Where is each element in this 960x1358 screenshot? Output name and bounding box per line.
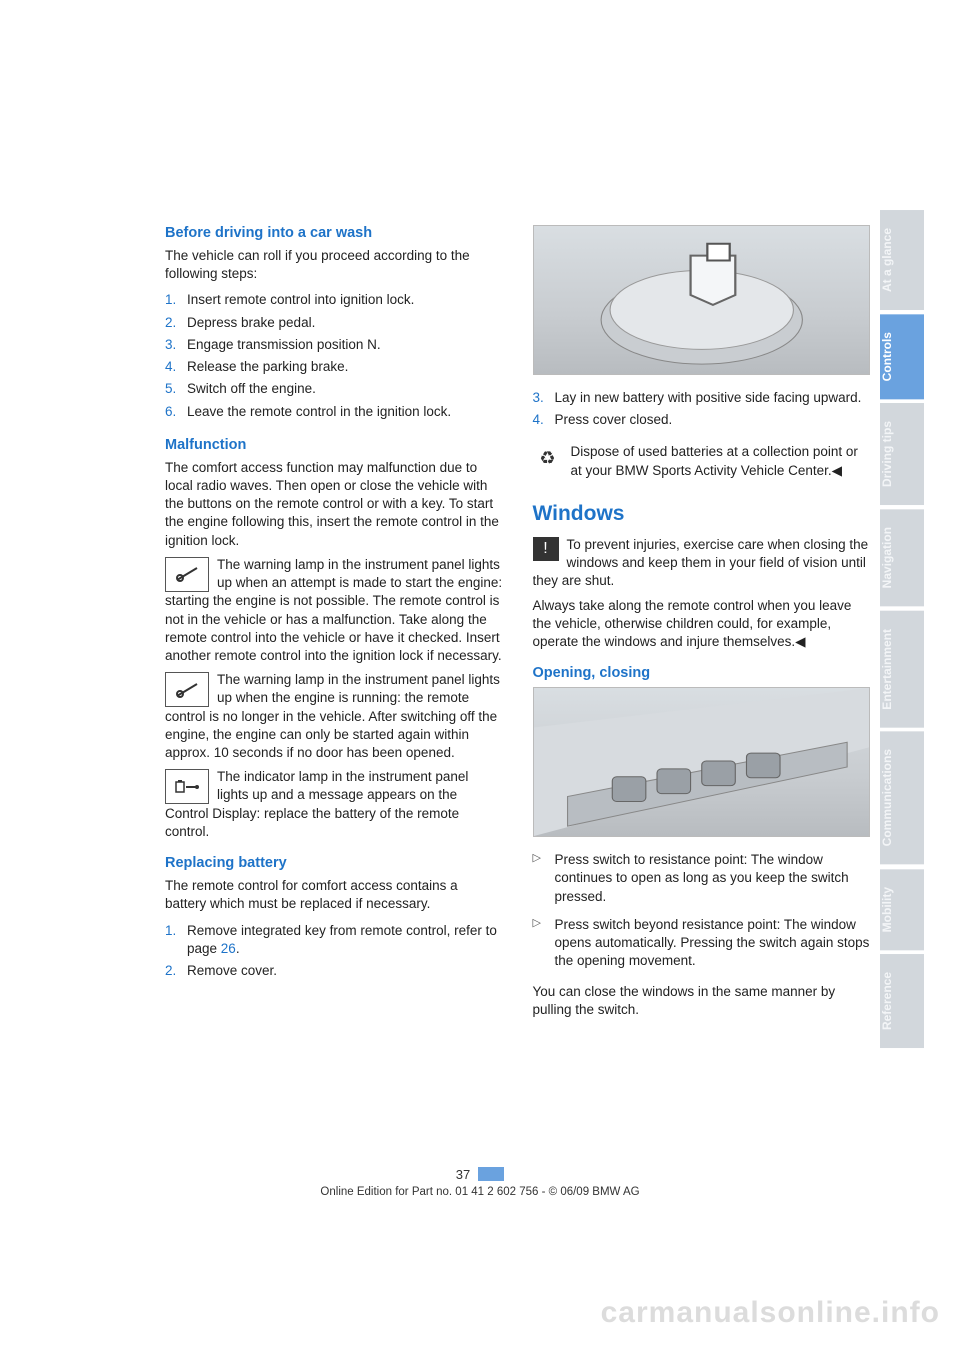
battery-key-icon xyxy=(165,769,209,804)
recycle-note: ♻ Dispose of used batteries at a collect… xyxy=(533,443,871,479)
list-item: 3. Lay in new battery with positive side … xyxy=(533,387,871,409)
window-operation-list: Press switch to resistance point: The wi… xyxy=(533,849,871,972)
malfunction-intro: The comfort access function may malfunct… xyxy=(165,459,503,550)
battery-steps: 1. Remove integrated key from remote cont… xyxy=(165,920,503,983)
step-text: Depress brake pedal. xyxy=(187,315,315,330)
caution-text-2: Always take along the remote control whe… xyxy=(533,597,871,652)
heading-replacing-battery: Replacing battery xyxy=(165,855,503,871)
left-column: Before driving into a car wash The vehic… xyxy=(165,225,503,1025)
list-item: 1. Remove integrated key from remote cont… xyxy=(165,920,503,960)
step-number: 1. xyxy=(165,291,176,309)
key-warning-icon xyxy=(165,672,209,707)
recycle-text: Dispose of used batteries at a collectio… xyxy=(571,444,858,477)
list-item: 1. Insert remote control into ignition lo… xyxy=(165,289,503,311)
figure-remote-battery xyxy=(533,225,871,375)
bullet-text: Press switch to resistance point: The wi… xyxy=(555,852,849,903)
list-item: 4. Release the parking brake. xyxy=(165,356,503,378)
step-number: 5. xyxy=(165,380,176,398)
step-number: 1. xyxy=(165,922,176,940)
caution-icon: ! xyxy=(533,537,559,561)
list-item: 4. Press cover closed. xyxy=(533,409,871,431)
step-text: Remove integrated key from remote contro… xyxy=(187,923,497,956)
step-number: 4. xyxy=(533,411,544,429)
caution-block: ! To prevent injuries, exercise care whe… xyxy=(533,536,871,591)
tab-entertainment[interactable]: Entertainment xyxy=(880,611,924,728)
list-item: 6. Leave the remote control in the igniti… xyxy=(165,401,503,423)
caution-text: To prevent injuries, exercise care when … xyxy=(533,537,869,588)
closing-note: You can close the windows in the same ma… xyxy=(533,983,871,1019)
manual-page: Before driving into a car wash The vehic… xyxy=(0,0,960,1358)
list-item: 5. Switch off the engine. xyxy=(165,378,503,400)
heading-carwash: Before driving into a car wash xyxy=(165,225,503,241)
step-text: Lay in new battery with positive side fa… xyxy=(555,390,862,405)
tab-controls[interactable]: Controls xyxy=(880,314,924,399)
step-number: 2. xyxy=(165,314,176,332)
list-item: Press switch to resistance point: The wi… xyxy=(533,849,871,908)
heading-malfunction: Malfunction xyxy=(165,437,503,453)
two-column-layout: Before driving into a car wash The vehic… xyxy=(165,225,870,1025)
step-text: Engage transmission position N. xyxy=(187,337,381,352)
page-footer: 37 Online Edition for Part no. 01 41 2 6… xyxy=(0,1166,960,1198)
carwash-intro: The vehicle can roll if you proceed acco… xyxy=(165,247,503,283)
tab-at-a-glance[interactable]: At a glance xyxy=(880,210,924,310)
heading-windows: Windows xyxy=(533,502,871,526)
section-tabs: At a glance Controls Driving tips Naviga… xyxy=(880,210,924,1048)
figure-window-switch xyxy=(533,687,871,837)
footer-copyright: Online Edition for Part no. 01 41 2 602 … xyxy=(0,1186,960,1198)
warning-block-1: The warning lamp in the instrument panel… xyxy=(165,556,503,665)
battery-steps-cont: 3. Lay in new battery with positive side … xyxy=(533,387,871,431)
tab-navigation[interactable]: Navigation xyxy=(880,509,924,606)
right-column: 3. Lay in new battery with positive side … xyxy=(533,225,871,1025)
watermark: carmanualsonline.info xyxy=(601,1296,940,1330)
tab-communications[interactable]: Communications xyxy=(880,731,924,864)
battery-intro: The remote control for comfort access co… xyxy=(165,877,503,913)
heading-opening-closing: Opening, closing xyxy=(533,665,871,681)
step-text: Insert remote control into ignition lock… xyxy=(187,292,414,307)
warning-text-1: The warning lamp in the instrument panel… xyxy=(165,557,502,663)
step-number: 2. xyxy=(165,962,176,980)
tab-mobility[interactable]: Mobility xyxy=(880,869,924,950)
step-number: 3. xyxy=(533,389,544,407)
recycle-icon: ♻ xyxy=(533,444,563,472)
page-number-bar xyxy=(478,1167,504,1181)
tab-driving-tips[interactable]: Driving tips xyxy=(880,403,924,505)
warning-block-2: The warning lamp in the instrument panel… xyxy=(165,671,503,762)
tab-reference[interactable]: Reference xyxy=(880,954,924,1048)
step-number: 6. xyxy=(165,403,176,421)
step-text: Release the parking brake. xyxy=(187,359,348,374)
bullet-text: Press switch beyond resistance point: Th… xyxy=(555,917,870,968)
list-item: 3. Engage transmission position N. xyxy=(165,334,503,356)
warning-block-3: The indicator lamp in the instrument pan… xyxy=(165,768,503,841)
step-text-post: . xyxy=(236,941,240,956)
step-number: 4. xyxy=(165,358,176,376)
list-item: 2. Remove cover. xyxy=(165,960,503,982)
step-text: Leave the remote control in the ignition… xyxy=(187,404,451,419)
step-text: Switch off the engine. xyxy=(187,381,316,396)
list-item: 2. Depress brake pedal. xyxy=(165,312,503,334)
list-item: Press switch beyond resistance point: Th… xyxy=(533,914,871,973)
warning-text-3: The indicator lamp in the instrument pan… xyxy=(165,769,468,839)
step-number: 3. xyxy=(165,336,176,354)
key-warning-icon xyxy=(165,557,209,592)
step-text: Press cover closed. xyxy=(555,412,673,427)
page-number: 37 xyxy=(456,1167,476,1182)
page-ref-link[interactable]: 26 xyxy=(221,941,236,956)
warning-text-2: The warning lamp in the instrument panel… xyxy=(165,672,500,760)
step-text: Remove cover. xyxy=(187,963,277,978)
carwash-steps: 1. Insert remote control into ignition lo… xyxy=(165,289,503,422)
